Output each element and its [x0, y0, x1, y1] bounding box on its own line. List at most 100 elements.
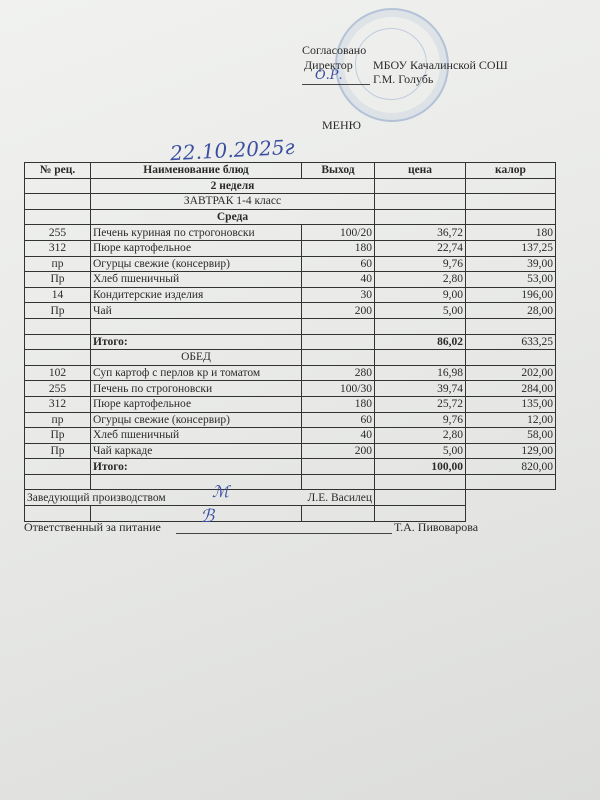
breakfast-title: ЗАВТРАК 1-4 класс	[90, 193, 375, 210]
director-signature: О.Р.	[315, 68, 343, 83]
price: 5,00	[374, 302, 466, 319]
approval-label: Согласовано	[302, 43, 367, 57]
director-name: Г.М. Голубь	[373, 72, 434, 86]
table-row: 312 Пюре картофельное 180 25,72 135,00	[24, 395, 556, 413]
price: 36,72	[374, 224, 466, 241]
yield: 60	[301, 411, 375, 429]
day-row: Среда	[24, 208, 556, 226]
yield: 200	[301, 302, 375, 319]
lunch-rows: 102 Суп картоф с перлов кр и томатом 280 16…	[24, 364, 556, 460]
dish-name: Хлеб пшеничный	[90, 427, 302, 444]
nutrition-responsible-label: Ответственный за питание	[24, 520, 161, 534]
kcal: 53,00	[465, 271, 556, 288]
official-stamp-inner	[355, 28, 427, 100]
price: 25,72	[374, 395, 466, 413]
kcal: 180	[465, 224, 556, 241]
table-row: Пр Хлеб пшеничный 40 2,80 58,00	[24, 427, 556, 444]
lunch-total-price: 100,00	[374, 458, 466, 475]
dish-name: Хлеб пшеничный	[90, 271, 302, 288]
recipe-no: 255	[24, 224, 91, 241]
yield: 100/30	[301, 380, 375, 397]
breakfast-total-label: Итого:	[90, 333, 302, 351]
dish-name: Огурцы свежие (консервир)	[90, 411, 302, 429]
price: 16,98	[374, 364, 466, 382]
empty-row	[24, 505, 556, 522]
recipe-no: пр	[24, 411, 91, 429]
lunch-total-label: Итого:	[90, 458, 302, 475]
yield: 40	[301, 427, 375, 444]
page-title: МЕНЮ	[322, 118, 361, 132]
dish-name: Кондитерские изделия	[90, 286, 302, 304]
recipe-no: пр	[24, 255, 91, 273]
lunch-total-row: Итого: 100,00 820,00	[24, 458, 556, 475]
week-row: 2 неделя	[24, 177, 556, 195]
recipe-no: 14	[24, 286, 91, 304]
production-head-signature: ℳ	[212, 482, 230, 501]
menu-table: № рец. Наименование блюд Выход цена кало…	[24, 162, 556, 522]
lunch-title: ОБЕД	[90, 349, 302, 366]
dish-name: Суп картоф с перлов кр и томатом	[90, 364, 302, 382]
recipe-no: 312	[24, 395, 91, 413]
lunch-total-kcal: 820,00	[465, 458, 556, 475]
kcal: 196,00	[465, 286, 556, 304]
kcal: 129,00	[465, 442, 556, 460]
production-head-name: Л.Е. Василец	[301, 489, 375, 507]
table-row: 255 Печень по строгоновски 100/30 39,74 284,…	[24, 380, 556, 397]
week-label: 2 неделя	[90, 177, 375, 195]
recipe-no: 102	[24, 364, 91, 382]
nutrition-responsible-name: Т.А. Пивоварова	[394, 520, 479, 534]
yield: 100/20	[301, 224, 375, 241]
production-head-label: Заведующий производством	[24, 489, 302, 507]
official-stamp	[335, 8, 449, 122]
table-row: 14 Кондитерские изделия 30 9,00 196,00	[24, 286, 556, 304]
approval-position: Директор	[304, 58, 353, 72]
table-row: Пр Чай каркаде 200 5,00 129,00	[24, 442, 556, 460]
table-row: пр Огурцы свежие (консервир) 60 9,76 12,00	[24, 411, 556, 429]
recipe-no: Пр	[24, 427, 91, 444]
table-row: 102 Суп картоф с перлов кр и томатом 280 16…	[24, 364, 556, 382]
header-kcal: калор	[465, 162, 556, 179]
table-row: 255 Печень куриная по строгоновски 100/20 3…	[24, 224, 556, 241]
kcal: 39,00	[465, 255, 556, 273]
dish-name: Чай каркаде	[90, 442, 302, 460]
day-label: Среда	[90, 208, 375, 226]
price: 5,00	[374, 442, 466, 460]
yield: 280	[301, 364, 375, 382]
dish-name: Огурцы свежие (консервир)	[90, 255, 302, 273]
yield: 60	[301, 255, 375, 273]
price: 9,76	[374, 411, 466, 429]
dish-name: Пюре картофельное	[90, 239, 302, 257]
table-row: 312 Пюре картофельное 180 22,74 137,25	[24, 239, 556, 257]
recipe-no: Пр	[24, 271, 91, 288]
breakfast-total-row: Итого: 86,02 633,25	[24, 333, 556, 351]
price: 9,00	[374, 286, 466, 304]
yield: 30	[301, 286, 375, 304]
yield: 200	[301, 442, 375, 460]
kcal: 284,00	[465, 380, 556, 397]
table-header-row: № рец. Наименование блюд Выход цена кало…	[24, 162, 556, 179]
breakfast-title-row: ЗАВТРАК 1-4 класс	[24, 193, 556, 210]
header-price: цена	[374, 162, 466, 179]
breakfast-total-kcal: 633,25	[465, 333, 556, 351]
table-row: Пр Хлеб пшеничный 40 2,80 53,00	[24, 271, 556, 288]
table-row: Пр Чай 200 5,00 28,00	[24, 302, 556, 319]
yield: 180	[301, 395, 375, 413]
handwritten-date: 22.10.2025г	[169, 134, 296, 166]
price: 39,74	[374, 380, 466, 397]
table-row: пр Огурцы свежие (консервир) 60 9,76 39,00	[24, 255, 556, 273]
lunch-title-row: ОБЕД	[24, 349, 556, 366]
kcal: 137,25	[465, 239, 556, 257]
recipe-no: 255	[24, 380, 91, 397]
price: 9,76	[374, 255, 466, 273]
recipe-no: 312	[24, 239, 91, 257]
price: 2,80	[374, 271, 466, 288]
header-recipe-no: № рец.	[24, 162, 91, 179]
dish-name: Печень куриная по строгоновски	[90, 224, 302, 241]
director-signature-line	[302, 84, 370, 85]
empty-row	[24, 317, 556, 335]
dish-name: Печень по строгоновски	[90, 380, 302, 397]
header-yield: Выход	[301, 162, 375, 179]
header-dish: Наименование блюд	[90, 162, 302, 179]
yield: 40	[301, 271, 375, 288]
dish-name: Чай	[90, 302, 302, 319]
